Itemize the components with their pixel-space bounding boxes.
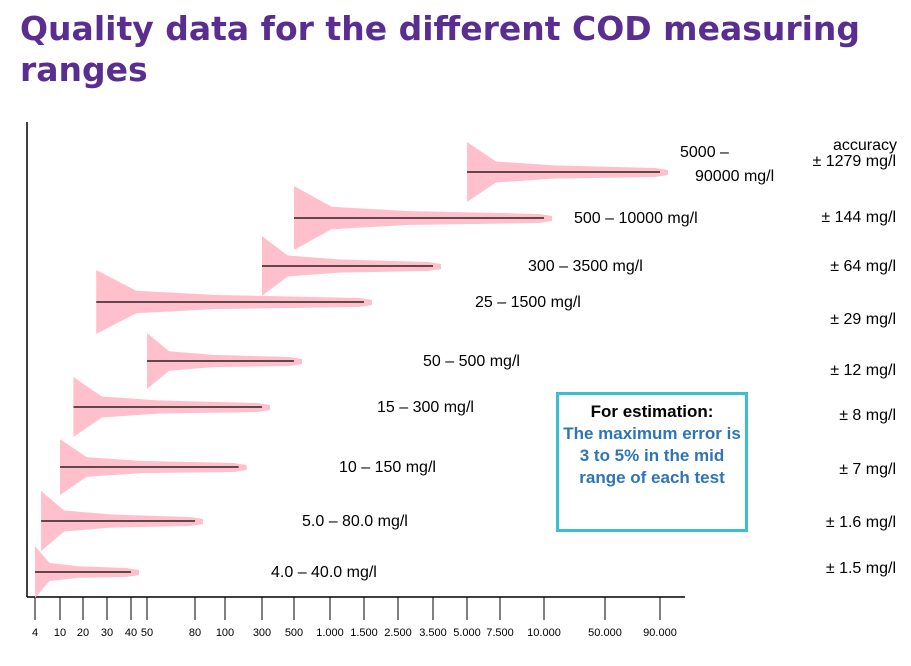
- x-tick-label: 40: [125, 627, 137, 639]
- x-tick-label: 500: [285, 627, 303, 639]
- accuracy-label: ± 29 mg/l: [830, 311, 896, 328]
- x-tick-label: 4: [32, 627, 38, 639]
- range-label: 25 – 1500 mg/l: [475, 294, 581, 311]
- x-tick-label: 10.000: [527, 627, 561, 639]
- x-tick-label: 5.000: [453, 627, 481, 639]
- accuracy-label: ± 12 mg/l: [830, 362, 896, 379]
- x-tick-label: 50: [141, 627, 153, 639]
- x-tick-label: 1.500: [350, 627, 378, 639]
- x-tick-label: 30: [101, 627, 113, 639]
- accuracy-label: ± 1.5 mg/l: [826, 560, 896, 577]
- range-label: 5000 –90000 mg/l: [680, 144, 774, 185]
- note-title: For estimation:: [590, 402, 714, 421]
- estimation-note: For estimation: The maximum error is 3 t…: [556, 392, 748, 532]
- note-body: The maximum error is 3 to 5% in the mid …: [563, 424, 741, 487]
- accuracy-header: accuracy: [833, 137, 897, 154]
- x-tick-label: 10: [54, 627, 66, 639]
- accuracy-label: ± 1.6 mg/l: [826, 514, 896, 531]
- x-tick-label: 7.500: [486, 627, 514, 639]
- x-tick-label: 20: [77, 627, 89, 639]
- x-tick-label: 90.000: [643, 627, 677, 639]
- accuracy-label: ± 144 mg/l: [821, 209, 896, 226]
- range-label: 10 – 150 mg/l: [339, 459, 436, 476]
- x-tick-label: 2.500: [384, 627, 412, 639]
- range-label: 5.0 – 80.0 mg/l: [302, 513, 408, 530]
- page-title: Quality data for the different COD measu…: [20, 9, 861, 89]
- accuracy-label: ± 8 mg/l: [839, 407, 896, 424]
- accuracy-label: ± 64 mg/l: [830, 258, 896, 275]
- range-label: 50 – 500 mg/l: [423, 353, 520, 370]
- x-tick-label: 300: [253, 627, 271, 639]
- range-label: 500 – 10000 mg/l: [574, 210, 698, 227]
- x-tick-label: 80: [189, 627, 201, 639]
- x-tick-label: 50.000: [588, 627, 622, 639]
- x-tick-label: 100: [216, 627, 234, 639]
- range-label: 300 – 3500 mg/l: [528, 258, 643, 275]
- accuracy-label: ± 7 mg/l: [839, 461, 896, 478]
- x-tick-label: 3.500: [419, 627, 447, 639]
- range-label: 15 – 300 mg/l: [377, 399, 474, 416]
- range-label: 4.0 – 40.0 mg/l: [271, 564, 377, 581]
- accuracy-label: ± 1279 mg/l: [813, 153, 897, 170]
- x-tick-label: 1.000: [316, 627, 344, 639]
